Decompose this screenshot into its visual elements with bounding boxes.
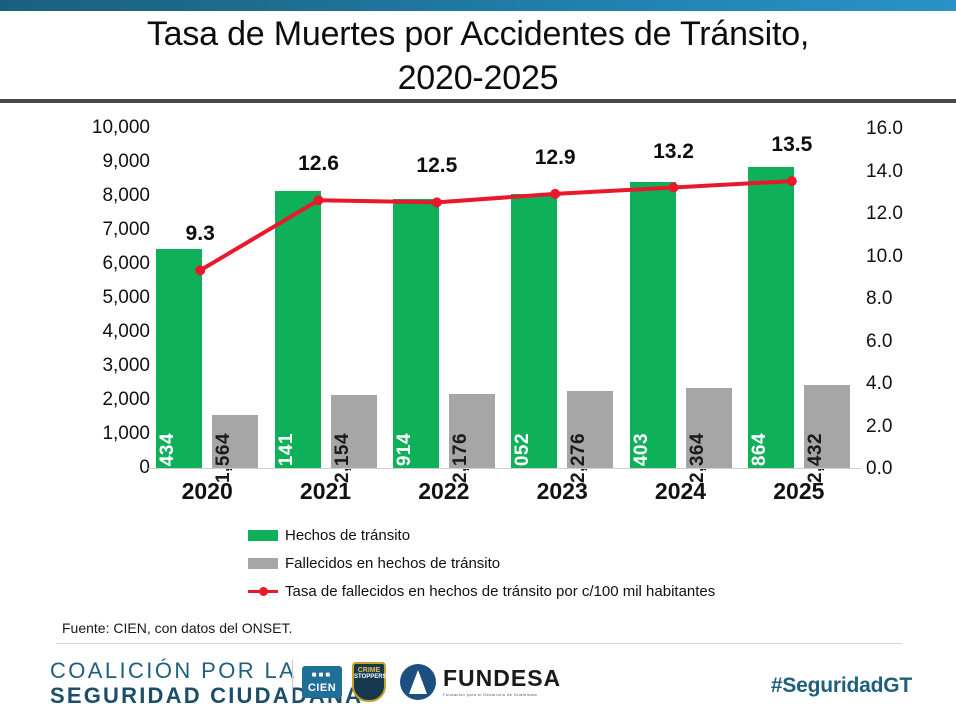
coalition-line-2: SEGURIDAD CIUDADANA (50, 683, 364, 708)
legend-swatch-line-icon (248, 586, 278, 597)
bar-fallecidos: 2,276 (567, 390, 614, 483)
fundesa-mark-icon (400, 664, 436, 700)
bar-value-label: 2,276 (568, 432, 590, 484)
y-right-tick: 0.0 (866, 458, 893, 479)
rate-value-label: 12.9 (534, 145, 576, 169)
bar-hechos: 7,914 (392, 198, 439, 483)
bar-value-label: 2,432 (804, 432, 826, 484)
bar-group: 8,052 2,276 (511, 128, 614, 483)
bar-fallecidos: 2,154 (330, 394, 377, 483)
fundesa-logo: FUNDESA Fundación para el Desarrollo de … (400, 664, 561, 700)
cien-logo-label: CIEN (307, 682, 337, 694)
page-title: Tasa de Muertes por Accidentes de Tránsi… (0, 12, 956, 98)
y-left-tick: 2,000 (102, 389, 150, 410)
bar-hechos: 8,141 (274, 191, 321, 483)
bar-hechos: 8,403 (629, 182, 676, 483)
y-left-tick: 1,000 (102, 423, 150, 444)
bar-value-label: 2,176 (449, 432, 471, 484)
y-left-tick: 10,000 (91, 117, 150, 138)
y-left-tick: 7,000 (102, 219, 150, 240)
bar-fallecidos: 1,564 (212, 414, 259, 483)
fundesa-wordmark: FUNDESA (443, 665, 562, 691)
source-note: Fuente: CIEN, con datos del ONSET. (62, 620, 293, 636)
bar-hechos: 8,052 (511, 194, 558, 483)
x-axis-tick: 2023 (536, 478, 588, 504)
y-left-tick: 9,000 (102, 151, 150, 172)
y-left-tick: 0 (139, 457, 150, 478)
footer: COALICIÓN POR LA SEGURIDAD CIUDADANA ■■■… (0, 652, 956, 718)
x-axis-line (148, 468, 862, 469)
chart-container: 10,000 9,000 8,000 7,000 6,000 5,000 4,000 3,00… (0, 110, 956, 610)
y-right-tick: 6.0 (866, 330, 893, 352)
title-divider (0, 99, 956, 103)
bar-fallecidos: 2,364 (685, 387, 732, 483)
x-axis-tick: 2022 (418, 478, 470, 504)
bar-group: 8,403 2,364 (629, 128, 732, 483)
bar-value-label: 8,864 (748, 432, 770, 484)
title-line-1: Tasa de Muertes por Accidentes de Tránsi… (146, 15, 810, 53)
y-right-tick: 2.0 (866, 415, 893, 437)
bar-fallecidos: 2,432 (803, 385, 850, 483)
legend-label: Hechos de tránsito (285, 526, 411, 544)
bar-value-label: 7,914 (393, 432, 415, 484)
bar-value-label: 8,141 (275, 432, 297, 484)
y-left-tick: 8,000 (102, 185, 150, 206)
legend-swatch-gray-icon (248, 557, 278, 569)
x-axis-labels: 2020 2021 2022 2023 2024 2025 (148, 478, 858, 512)
y-left-tick: 4,000 (102, 321, 150, 342)
bar-value-label: 1,564 (213, 432, 235, 484)
bar-value-label: 2,364 (686, 432, 708, 484)
y-right-tick: 16.0 (866, 118, 903, 139)
rate-value-label: 13.2 (653, 139, 694, 163)
bar-group: 7,914 2,176 (392, 128, 495, 483)
title-line-2: 2020-2025 (397, 59, 559, 97)
bar-hechos: 8,864 (747, 166, 794, 483)
y-right-tick: 4.0 (866, 373, 893, 394)
legend-item[interactable]: Fallecidos en hechos de tránsito (248, 550, 808, 576)
chart-legend: Hechos de tránsito Fallecidos en hechos d… (248, 522, 808, 606)
footer-divider (292, 660, 293, 704)
crime-stoppers-top-label: CRIME (357, 667, 381, 674)
bar-value-label: 8,052 (512, 432, 534, 484)
bar-hechos: 6,434 (156, 249, 203, 483)
legend-item[interactable]: Tasa de fallecidos en hechos de tránsito… (248, 578, 808, 604)
crime-stoppers-logo: CRIME STOPPERS (352, 662, 387, 702)
x-axis-tick: 2021 (299, 478, 352, 504)
y-right-tick: 14.0 (866, 160, 903, 182)
cien-dots-icon: ■■■ (311, 670, 333, 679)
y-left-tick: 5,000 (102, 287, 150, 308)
bar-group: 8,864 2,432 (747, 128, 850, 483)
rate-value-label: 9.3 (185, 222, 215, 246)
rate-value-label: 13.5 (771, 133, 813, 157)
source-divider (56, 643, 902, 644)
y-left-tick: 6,000 (102, 253, 150, 274)
coalition-wordmark: COALICIÓN POR LA SEGURIDAD CIUDADANA (50, 660, 363, 707)
crime-stoppers-bottom-label: STOPPERS (354, 674, 387, 680)
top-accent-bar (0, 0, 956, 11)
coalition-line-1: COALICIÓN POR LA (50, 658, 297, 683)
hashtag: #SeguridadGT (770, 674, 912, 697)
y-right-tick: 10.0 (866, 245, 903, 267)
bar-value-label: 6,434 (157, 432, 179, 484)
plot-area: 6,434 1,564 8,141 2,154 7,914 2,176 8,052 2,276… (148, 128, 858, 483)
x-axis-tick: 2020 (181, 478, 233, 504)
bar-value-label: 2,154 (331, 432, 353, 484)
bar-group: 8,141 2,154 (274, 128, 377, 483)
cien-logo: ■■■ CIEN (302, 666, 342, 698)
legend-label: Fallecidos en hechos de tránsito (285, 554, 501, 572)
y-left-tick: 3,000 (102, 355, 150, 376)
rate-value-label: 12.5 (416, 154, 458, 178)
x-axis-tick: 2024 (654, 478, 707, 504)
bar-group: 6,434 1,564 (156, 128, 259, 483)
legend-swatch-green-icon (248, 529, 278, 541)
legend-label: Tasa de fallecidos en hechos de tránsito… (285, 582, 716, 600)
y-right-tick: 8.0 (866, 288, 893, 309)
bar-fallecidos: 2,176 (448, 394, 495, 483)
y-right-tick: 12.0 (866, 203, 903, 224)
x-axis-tick: 2025 (773, 478, 825, 504)
bar-value-label: 8,403 (630, 432, 652, 484)
legend-item[interactable]: Hechos de tránsito (248, 522, 808, 548)
rate-value-label: 12.6 (298, 152, 339, 176)
fundesa-tagline: Fundación para el Desarrollo de Guatemal… (443, 692, 537, 697)
